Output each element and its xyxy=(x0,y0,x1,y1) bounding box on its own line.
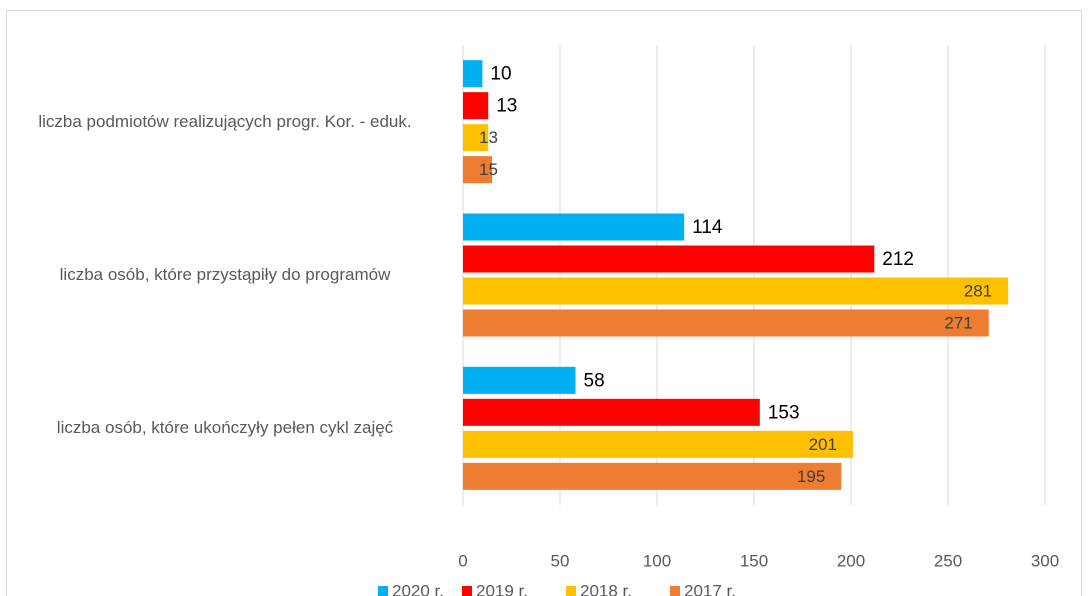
data-label: 281 xyxy=(964,281,992,300)
legend-swatch xyxy=(462,586,472,596)
bar xyxy=(463,245,875,273)
legend-swatch xyxy=(670,586,680,596)
category-label: liczba podmiotów realizujących progr. Ko… xyxy=(38,111,412,131)
data-label: 58 xyxy=(584,370,605,391)
bar xyxy=(463,156,493,184)
x-tick-label: 300 xyxy=(1031,551,1059,570)
data-label: 212 xyxy=(882,249,914,270)
category-label: liczba osób, które przystąpiły do progra… xyxy=(59,265,391,284)
bar xyxy=(463,92,489,120)
x-tick-label: 50 xyxy=(551,551,570,570)
bar xyxy=(463,398,760,426)
bar xyxy=(463,60,483,88)
data-label: 10 xyxy=(490,64,511,85)
data-label: 271 xyxy=(944,313,972,332)
bar xyxy=(463,366,576,394)
x-tick-label: 100 xyxy=(643,551,671,570)
chart-border xyxy=(6,10,1082,596)
data-label: 15 xyxy=(479,160,498,179)
legend-swatch xyxy=(378,586,388,596)
legend-label: 2018 r. xyxy=(580,581,632,596)
bar xyxy=(463,124,489,152)
data-label: 201 xyxy=(809,435,837,454)
bar xyxy=(463,430,853,458)
data-label: 153 xyxy=(768,402,800,423)
x-tick-label: 250 xyxy=(934,551,962,570)
bar xyxy=(463,462,842,490)
category-label: liczba osób, które ukończyły pełen cykl … xyxy=(56,418,394,438)
data-label: 13 xyxy=(496,96,517,117)
x-tick-label: 200 xyxy=(837,551,865,570)
legend-label: 2017 r. xyxy=(684,581,736,596)
x-tick-label: 150 xyxy=(740,551,768,570)
bar xyxy=(463,213,685,241)
legend-swatch xyxy=(566,586,576,596)
data-label: 114 xyxy=(692,217,723,238)
legend-label: 2019 r. xyxy=(476,581,528,596)
data-label: 195 xyxy=(797,467,825,486)
bar xyxy=(463,309,989,337)
bar xyxy=(463,277,1009,305)
legend-label: 2020 r. xyxy=(392,581,444,596)
x-tick-label: 0 xyxy=(458,551,467,570)
data-label: 13 xyxy=(479,128,498,147)
